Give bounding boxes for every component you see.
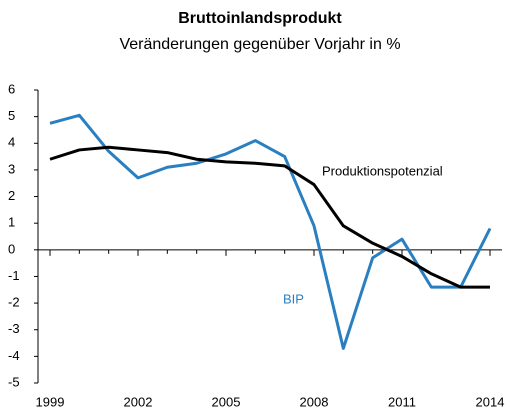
series-label: Produktionspotenzial <box>322 163 443 178</box>
series-label: BIP <box>283 291 304 306</box>
y-tick-label: -2 <box>8 295 20 310</box>
chart-subtitle: Veränderungen gegenüber Vorjahr in % <box>119 36 400 53</box>
y-tick-label: -4 <box>8 348 20 363</box>
y-tick-label: 5 <box>8 108 15 123</box>
x-tick-label: 1999 <box>36 394 65 409</box>
y-tick-label: 3 <box>8 161 15 176</box>
series-line <box>49 113 492 350</box>
y-tick-label: 0 <box>8 241 15 256</box>
x-tick-label: 2014 <box>476 394 505 409</box>
x-tick-label: 2005 <box>212 394 241 409</box>
series-line <box>49 145 490 289</box>
y-tick-label: -1 <box>8 268 20 283</box>
y-tick-label: 4 <box>8 135 15 150</box>
chart-title: Bruttoinlandsprodukt <box>178 10 342 27</box>
y-tick-label: 6 <box>8 81 15 96</box>
x-tick-label: 2011 <box>388 394 416 409</box>
x-tick-label: 2008 <box>300 394 329 409</box>
y-tick-label: 2 <box>8 188 15 203</box>
y-tick-label: -3 <box>8 321 20 336</box>
y-tick-label: 1 <box>8 215 15 230</box>
x-tick-label: 2002 <box>124 394 153 409</box>
y-tick-label: -5 <box>8 374 20 389</box>
